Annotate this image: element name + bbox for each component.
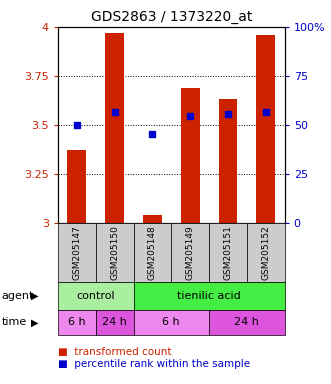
Text: GSM205150: GSM205150	[110, 225, 119, 280]
Text: 24 h: 24 h	[234, 317, 259, 328]
Bar	[105, 33, 124, 223]
Text: 6 h: 6 h	[68, 317, 86, 328]
Text: 6 h: 6 h	[163, 317, 180, 328]
Text: tienilic acid: tienilic acid	[177, 291, 241, 301]
Text: GSM205151: GSM205151	[223, 225, 232, 280]
Text: 24 h: 24 h	[102, 317, 127, 328]
Bar	[256, 35, 275, 223]
Bar	[143, 215, 162, 223]
Title: GDS2863 / 1373220_at: GDS2863 / 1373220_at	[91, 10, 252, 25]
Text: ■  percentile rank within the sample: ■ percentile rank within the sample	[58, 359, 250, 369]
Text: GSM205152: GSM205152	[261, 225, 270, 280]
Text: control: control	[76, 291, 115, 301]
Bar	[218, 99, 237, 223]
Text: GSM205149: GSM205149	[186, 225, 195, 280]
Text: time: time	[2, 317, 27, 328]
Text: ▶: ▶	[31, 317, 38, 328]
Bar	[68, 150, 86, 223]
Text: ■  transformed count: ■ transformed count	[58, 347, 171, 357]
Text: GSM205148: GSM205148	[148, 225, 157, 280]
Text: ▶: ▶	[31, 291, 38, 301]
Text: agent: agent	[2, 291, 34, 301]
Text: GSM205147: GSM205147	[72, 225, 81, 280]
Bar	[181, 88, 200, 223]
